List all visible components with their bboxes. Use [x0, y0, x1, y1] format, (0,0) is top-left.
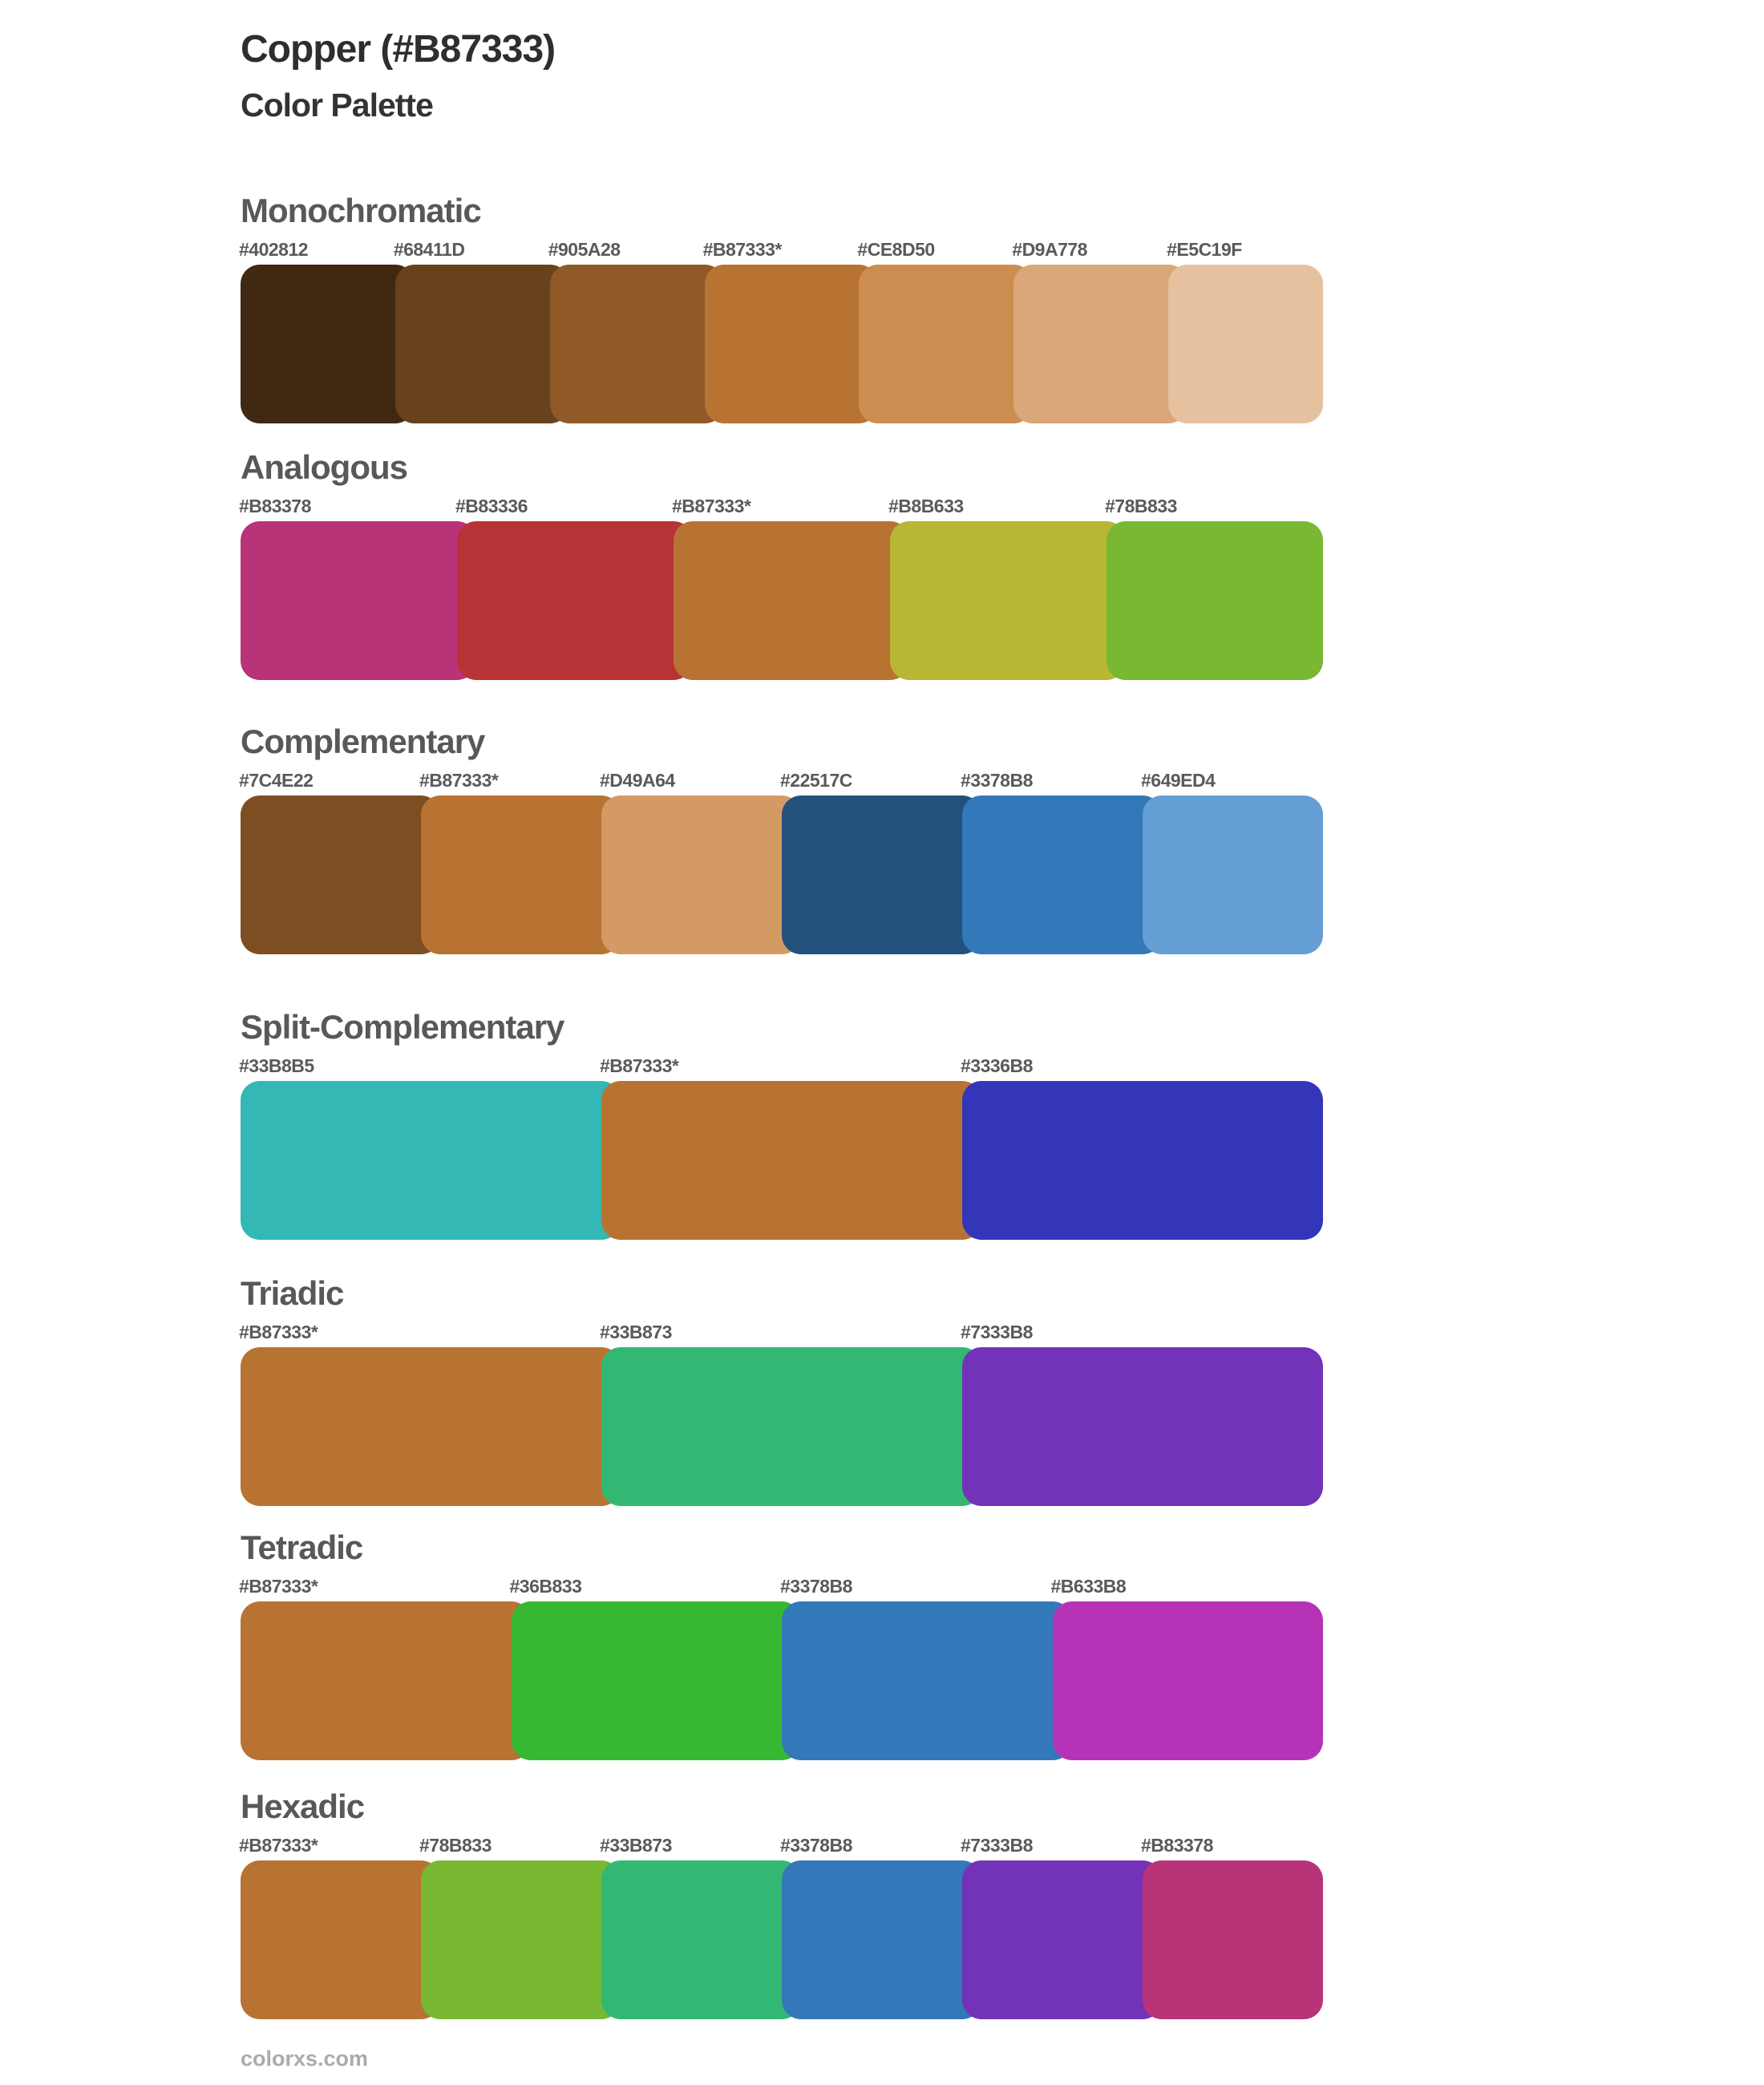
color-swatch — [962, 1081, 1323, 1240]
color-swatch — [782, 1601, 1072, 1760]
color-swatch — [457, 521, 693, 680]
hex-code-label: #33B873 — [600, 1322, 672, 1342]
hex-code-label: #36B833 — [509, 1576, 582, 1597]
hex-code-label: #33B873 — [600, 1835, 672, 1856]
color-swatch — [549, 265, 724, 423]
color-swatch — [674, 521, 909, 680]
hex-code-label: #B633B8 — [1050, 1576, 1127, 1597]
hex-code-label: #3378B8 — [780, 1576, 852, 1597]
hex-code-label: #B87333* — [239, 1576, 318, 1597]
hex-code-label: #B87333* — [239, 1835, 318, 1856]
hex-code-label: #78B833 — [1105, 496, 1177, 516]
color-swatch — [859, 265, 1034, 423]
hex-code-label: #7C4E22 — [239, 770, 314, 791]
color-swatch — [241, 1081, 621, 1240]
hex-code-label: #402812 — [239, 239, 309, 260]
hex-code-label: #B87333* — [672, 496, 751, 516]
color-swatch — [1013, 265, 1188, 423]
color-swatch — [704, 265, 879, 423]
color-swatch — [601, 1860, 801, 2019]
color-swatch — [421, 796, 621, 954]
color-swatch — [962, 796, 1162, 954]
color-swatch — [1143, 1860, 1323, 2019]
footer-watermark: colorxs.com — [241, 2047, 369, 2071]
color-swatch — [1168, 265, 1323, 423]
hex-code-label: #3378B8 — [780, 1835, 852, 1856]
color-swatch — [241, 265, 415, 423]
color-swatch — [890, 521, 1126, 680]
hex-code-label: #7333B8 — [961, 1322, 1033, 1342]
hex-code-label: #B83378 — [1141, 1835, 1213, 1856]
color-swatch — [241, 1347, 621, 1506]
hex-code-label: #33B8B5 — [239, 1055, 314, 1076]
color-swatch — [601, 796, 801, 954]
color-swatch — [394, 265, 569, 423]
color-swatch — [601, 1081, 981, 1240]
hex-code-label: #3336B8 — [961, 1055, 1033, 1076]
hex-code-label: #649ED4 — [1141, 770, 1216, 791]
color-swatch — [241, 796, 440, 954]
color-swatch — [241, 1601, 531, 1760]
color-swatch — [962, 1860, 1162, 2019]
hex-code-label: #D9A778 — [1012, 239, 1087, 260]
color-swatch — [782, 796, 981, 954]
section-heading: Monochromatic — [241, 192, 482, 229]
page-title: Copper (#B87333) — [241, 28, 556, 71]
color-swatch — [601, 1347, 981, 1506]
hex-code-label: #78B833 — [419, 1835, 492, 1856]
hex-code-label: #3378B8 — [961, 770, 1033, 791]
page-subtitle: Color Palette — [241, 87, 434, 123]
color-swatch — [1107, 521, 1323, 680]
color-swatch — [241, 1860, 440, 2019]
section-heading: Complementary — [241, 723, 485, 760]
hex-code-label: #D49A64 — [600, 770, 675, 791]
hex-code-label: #E5C19F — [1167, 239, 1242, 260]
hex-code-label: #905A28 — [548, 239, 621, 260]
hex-code-label: #B83336 — [455, 496, 528, 516]
hex-code-label: #B87333* — [419, 770, 499, 791]
hex-code-label: #B87333* — [600, 1055, 679, 1076]
section-heading: Tetradic — [241, 1528, 363, 1566]
section-heading: Analogous — [241, 448, 408, 486]
hex-code-label: #B87333* — [702, 239, 783, 260]
hex-code-label: #B8B633 — [888, 496, 964, 516]
section-heading: Hexadic — [241, 1787, 365, 1825]
color-swatch — [241, 521, 476, 680]
hex-code-label: #B87333* — [239, 1322, 318, 1342]
color-swatch — [1143, 796, 1323, 954]
section-heading: Triadic — [241, 1274, 344, 1312]
hex-code-label: #22517C — [780, 770, 852, 791]
hex-code-label: #7333B8 — [961, 1835, 1033, 1856]
color-swatch — [1052, 1601, 1323, 1760]
hex-code-label: #68411D — [393, 239, 465, 260]
color-swatch — [421, 1860, 621, 2019]
color-swatch — [962, 1347, 1323, 1506]
hex-code-label: #CE8D50 — [857, 239, 935, 260]
color-swatch — [511, 1601, 801, 1760]
section-heading: Split-Complementary — [241, 1008, 564, 1046]
hex-code-label: #B83378 — [239, 496, 311, 516]
color-swatch — [782, 1860, 981, 2019]
